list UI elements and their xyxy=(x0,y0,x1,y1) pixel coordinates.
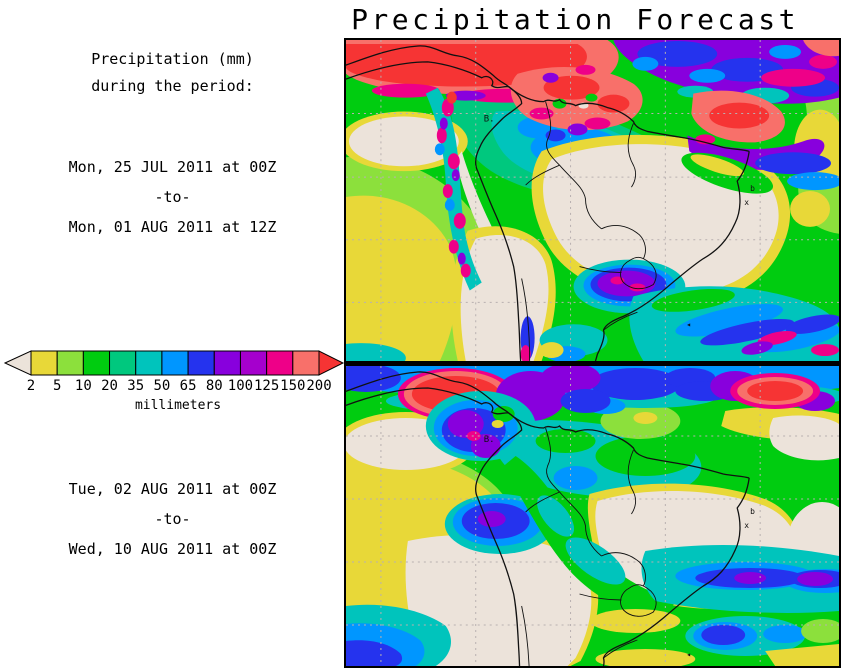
colorbar-segment xyxy=(213,350,241,376)
colorbar-tick-label: 5 xyxy=(52,378,62,394)
panel-divider xyxy=(346,361,839,366)
precip-field-period-2 xyxy=(346,366,839,666)
svg-text:x: x xyxy=(744,521,749,530)
colorbar-segment xyxy=(82,350,111,376)
colorbar-segment xyxy=(187,350,215,376)
forecast-period-1-dates: Mon, 25 JUL 2011 at 00Z -to- Mon, 01 AUG… xyxy=(0,152,345,242)
colorbar-tick-label: 20 xyxy=(101,378,118,394)
colorbar-unit-label: millimeters xyxy=(134,398,222,413)
period-2-start: Tue, 02 AUG 2011 at 00Z xyxy=(68,480,277,498)
forecast-map-panel-2: B. b x ◂ xyxy=(346,366,839,666)
colorbar-tick-label: 10 xyxy=(74,378,92,394)
colorbar-tick-label: 100 xyxy=(227,378,254,394)
forecast-map: B. b x ◂ xyxy=(344,38,841,668)
colorbar-overflow-arrow xyxy=(318,350,345,376)
colorbar-tick-label: 50 xyxy=(153,378,171,394)
colorbar-tick-labels: 2 5 10 20 35 50 65 80 100 125 150 200 xyxy=(3,378,345,396)
colorbar-segment xyxy=(292,350,320,376)
colorbar-tick-label: 2 xyxy=(26,378,36,394)
svg-text:b: b xyxy=(750,507,755,516)
gridlines xyxy=(346,366,839,666)
island-markers: B. b x ◂ xyxy=(484,115,755,330)
period-1-separator: -to- xyxy=(154,188,191,206)
svg-text:x: x xyxy=(744,198,749,207)
svg-text:b: b xyxy=(750,184,755,193)
colorbar-tick-label: 150 xyxy=(280,378,306,394)
info-heading-line1: Precipitation (mm) xyxy=(91,50,254,68)
colorbar-segment xyxy=(239,350,268,376)
colorbar-segment xyxy=(161,350,189,376)
colorbar-tick-label: 200 xyxy=(306,378,332,394)
svg-text:B.: B. xyxy=(484,435,495,445)
period-1-start: Mon, 25 JUL 2011 at 00Z xyxy=(68,158,277,176)
colorbar-segment xyxy=(109,350,137,376)
colorbar-tick-label: 125 xyxy=(253,378,280,394)
period-2-separator: -to- xyxy=(154,510,191,528)
colorbar-segment xyxy=(266,350,294,376)
colorbar-tick-label: 80 xyxy=(205,378,223,394)
colorbar-tick-label: 35 xyxy=(127,378,145,394)
forecast-map-panel-1: B. b x ◂ xyxy=(346,40,839,361)
colorbar-tick-label: 65 xyxy=(179,378,197,394)
island-markers: B. b x ◂ xyxy=(484,435,755,659)
colorbar-segment xyxy=(30,350,58,376)
colorbar-segment xyxy=(56,350,84,376)
info-heading: Precipitation (mm) during the period: xyxy=(0,46,345,100)
page-title: Precipitation Forecast xyxy=(351,3,799,36)
precipitation-colorbar xyxy=(3,350,345,376)
forecast-period-2-dates: Tue, 02 AUG 2011 at 00Z -to- Wed, 10 AUG… xyxy=(0,474,345,564)
period-2-end: Wed, 10 AUG 2011 at 00Z xyxy=(68,540,277,558)
svg-text:◂: ◂ xyxy=(686,650,691,659)
gridlines xyxy=(346,40,839,361)
precip-field-period-1 xyxy=(346,40,839,361)
info-heading-line2: during the period: xyxy=(91,77,254,95)
svg-text:B.: B. xyxy=(484,115,495,125)
svg-text:◂: ◂ xyxy=(686,320,691,329)
colorbar-underflow-arrow xyxy=(3,350,32,376)
colorbar-segment xyxy=(135,350,163,376)
period-1-end: Mon, 01 AUG 2011 at 12Z xyxy=(68,218,277,236)
